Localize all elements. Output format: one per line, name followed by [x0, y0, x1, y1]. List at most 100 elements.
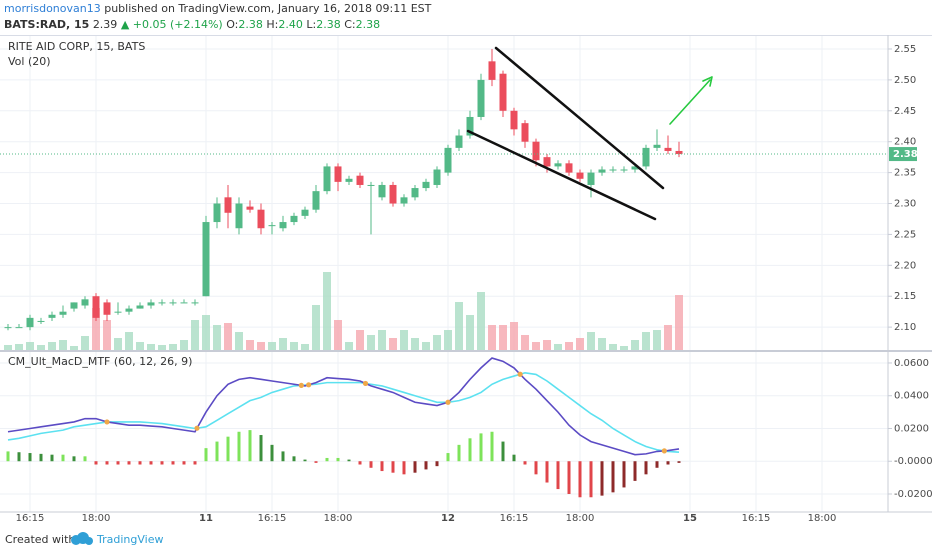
histogram-bar: [512, 454, 516, 462]
candle-body: [367, 184, 375, 186]
grid: 2.10 2.15 2.20 2.25 2.30 2.35 2.40 2.45 2.50 2.55…: [0, 36, 932, 524]
volume-bar: [114, 338, 122, 350]
histogram-bar: [325, 457, 329, 462]
histogram-bar: [501, 441, 505, 462]
histogram-bar: [468, 438, 472, 462]
author[interactable]: morrisdonovan13: [4, 2, 101, 15]
l-key: L:: [306, 18, 316, 31]
histogram-bar: [534, 461, 538, 475]
volume-bar: [4, 345, 12, 350]
volume-bar: [26, 342, 34, 350]
o-value: 2.38: [238, 18, 263, 31]
price: 2.39: [93, 18, 118, 31]
volume-bar: [675, 295, 683, 350]
volume-bar: [598, 338, 606, 350]
x-tick-label: 11: [199, 513, 213, 524]
candle-body: [191, 302, 199, 304]
volume-bar: [158, 345, 166, 350]
volume-bar: [631, 340, 639, 350]
volume-bar: [213, 325, 221, 350]
histogram-bar: [578, 461, 582, 498]
histogram-bar: [72, 456, 76, 462]
histogram-bar: [116, 461, 120, 465]
histogram-bar: [182, 461, 186, 465]
y-tick-label: -0.0000: [894, 456, 932, 467]
histogram-bar: [138, 461, 142, 465]
histogram-bar: [204, 448, 208, 462]
histogram-bar: [413, 461, 417, 473]
y-tick-label: -0.0200: [894, 489, 932, 500]
volume-bar: [268, 342, 276, 350]
histogram-bar: [666, 461, 670, 465]
volume-legend: Vol (20): [8, 55, 51, 68]
candle-body: [235, 203, 243, 229]
o-key: O:: [226, 18, 238, 31]
histogram-bar: [490, 431, 494, 462]
candle-body: [158, 302, 166, 304]
candle-body: [587, 172, 595, 185]
histogram-bar: [226, 436, 230, 462]
volume-bar: [664, 325, 672, 350]
macd-line: [7, 371, 680, 454]
volume-bar: [642, 332, 650, 350]
y-tick-label: 2.55: [894, 44, 916, 55]
x-tick-label: 15: [683, 513, 697, 524]
candle-body: [466, 116, 474, 136]
volume-bar: [257, 342, 265, 350]
candle-body: [257, 209, 265, 229]
volume-bar: [312, 305, 320, 350]
x-tick-label: 16:15: [742, 513, 771, 524]
histogram-bar: [677, 461, 681, 463]
y-tick-label: 0.0400: [894, 391, 929, 402]
volume-bar: [169, 344, 177, 350]
histogram-bar: [281, 451, 285, 462]
change: ▲ +0.05 (+2.14%): [121, 18, 223, 31]
y-tick-label: 2.45: [894, 106, 916, 117]
histogram-bar: [523, 461, 527, 465]
histogram-bar: [50, 454, 54, 462]
candle-body: [389, 184, 397, 204]
y-tick-label: 2.40: [894, 137, 916, 148]
candle-body: [609, 169, 617, 171]
candle-body: [268, 225, 276, 227]
volume-bar: [400, 330, 408, 350]
histogram-bar: [336, 457, 340, 462]
candle-body: [125, 308, 133, 312]
cross-dot: [362, 380, 369, 387]
volume-bar: [477, 292, 485, 350]
histogram-bar: [39, 453, 43, 462]
volume-bar: [521, 335, 529, 350]
volume-bar: [103, 320, 111, 350]
candle-body: [37, 320, 45, 322]
cross-dot: [306, 382, 312, 388]
volume-bar: [125, 332, 133, 350]
candle-body: [400, 197, 408, 204]
candle-body: [521, 123, 529, 142]
volume-bar: [235, 332, 243, 350]
candle-body: [136, 305, 144, 309]
cross-dot: [298, 382, 304, 388]
histogram-bar: [655, 461, 659, 468]
x-tick-label: 18:00: [82, 513, 111, 524]
candle-body: [653, 144, 661, 148]
histogram-bar: [149, 461, 153, 465]
x-tick-label: 18:00: [324, 513, 353, 524]
volume-bar: [587, 332, 595, 350]
histogram-bar: [622, 461, 626, 488]
candle-body: [433, 169, 441, 185]
y-tick-label: 0.0200: [894, 423, 929, 434]
footer-brand[interactable]: TradingView: [96, 533, 163, 546]
histogram-bar: [127, 461, 131, 465]
candle-body: [279, 222, 287, 229]
last-price-box: [889, 147, 917, 162]
histogram-bar: [358, 461, 362, 465]
candle-body: [631, 166, 639, 170]
volume-bar: [136, 342, 144, 350]
volume-bar: [433, 335, 441, 350]
histogram-bar: [600, 461, 604, 496]
volume-bar: [554, 344, 562, 350]
histogram-bar: [644, 461, 648, 475]
y-tick-label: 2.35: [894, 168, 916, 179]
volume-bar: [279, 338, 287, 350]
histogram-bar: [259, 435, 263, 462]
